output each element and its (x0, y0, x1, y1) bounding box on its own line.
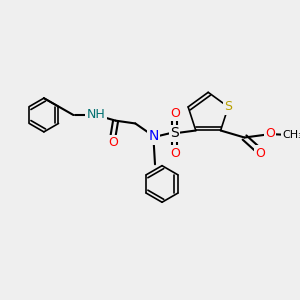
Text: NH: NH (86, 108, 105, 121)
Text: O: O (265, 127, 275, 140)
Text: O: O (255, 146, 265, 160)
Text: S: S (224, 100, 232, 113)
Text: N: N (148, 129, 159, 143)
Text: O: O (108, 136, 118, 149)
Text: CH₃: CH₃ (282, 130, 300, 140)
Text: S: S (170, 126, 179, 140)
Text: O: O (170, 146, 180, 160)
Text: O: O (170, 107, 180, 120)
